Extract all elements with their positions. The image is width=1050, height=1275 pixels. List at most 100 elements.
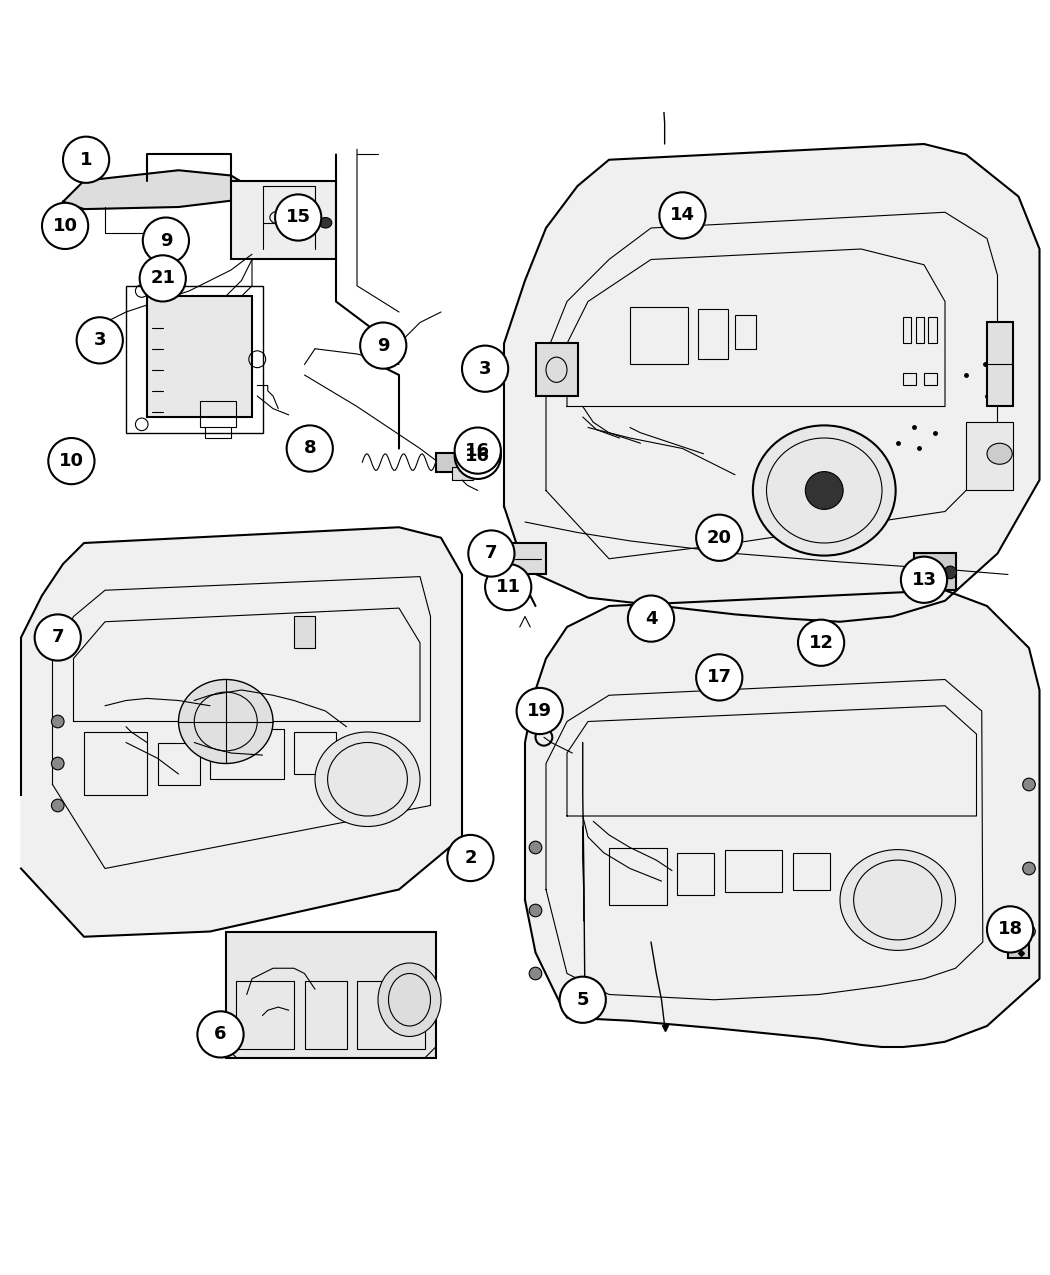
Polygon shape [525,590,1040,1047]
Ellipse shape [529,842,542,854]
Text: 18: 18 [998,921,1023,938]
Text: 17: 17 [707,668,732,686]
Ellipse shape [1023,926,1035,938]
Ellipse shape [315,732,420,826]
Bar [236,980,294,1049]
Circle shape [360,323,406,368]
Ellipse shape [378,963,441,1037]
Circle shape [447,835,494,881]
Bar [698,309,728,360]
Circle shape [197,1011,244,1057]
Circle shape [77,317,123,363]
Ellipse shape [753,426,896,556]
Text: 3: 3 [479,360,491,377]
Circle shape [901,557,947,603]
Polygon shape [63,171,252,209]
Circle shape [798,620,844,666]
Bar [147,296,252,417]
Bar [928,317,937,343]
Bar [735,315,756,349]
Ellipse shape [319,218,332,228]
Text: 13: 13 [911,571,937,589]
Ellipse shape [51,757,64,770]
Bar [903,317,911,343]
Circle shape [628,595,674,641]
Circle shape [455,427,501,474]
Bar [509,543,546,575]
Text: 11: 11 [496,578,521,597]
Ellipse shape [1023,778,1035,790]
Bar [677,853,714,895]
Ellipse shape [1023,862,1035,875]
Text: 9: 9 [160,232,172,250]
Text: 15: 15 [286,209,311,227]
Ellipse shape [529,968,542,979]
Bar [630,307,688,365]
Ellipse shape [178,680,273,764]
Bar [200,402,236,427]
Ellipse shape [840,849,956,950]
Text: 12: 12 [808,634,834,652]
Bar [536,343,578,397]
Circle shape [659,193,706,238]
Circle shape [468,530,514,576]
Text: 3: 3 [93,332,106,349]
Bar [210,729,284,779]
Circle shape [987,907,1033,952]
Bar [84,732,147,796]
Ellipse shape [805,472,843,510]
Circle shape [287,426,333,472]
Polygon shape [21,528,462,937]
Text: 4: 4 [645,609,657,627]
Bar [1008,942,1029,958]
Bar [914,553,956,590]
Bar [966,422,1013,491]
Text: 10: 10 [52,217,78,235]
Bar [916,317,924,343]
Circle shape [485,564,531,611]
Text: 16: 16 [465,441,490,459]
Bar [793,853,830,890]
Text: 9: 9 [377,337,390,354]
Circle shape [696,654,742,700]
Circle shape [42,203,88,249]
Ellipse shape [51,715,64,728]
Text: 19: 19 [527,703,552,720]
Bar [452,468,472,479]
Circle shape [560,977,606,1023]
Circle shape [63,136,109,182]
Bar [609,848,667,905]
Text: 16: 16 [465,446,490,465]
Text: 8: 8 [303,440,316,458]
Bar [903,372,916,385]
Circle shape [517,688,563,734]
Circle shape [143,218,189,264]
Text: 7: 7 [51,629,64,646]
Bar [987,323,1013,407]
Bar [231,181,336,260]
Circle shape [48,439,94,484]
Ellipse shape [529,904,542,917]
Bar [724,849,782,891]
Circle shape [462,346,508,391]
Bar [126,286,262,432]
Text: 2: 2 [464,849,477,867]
Ellipse shape [51,799,64,812]
Bar [436,453,483,472]
Text: 14: 14 [670,207,695,224]
Bar [924,372,937,385]
Bar [158,742,200,784]
Bar [294,617,315,648]
Text: 21: 21 [150,269,175,287]
Text: 1: 1 [80,150,92,168]
Ellipse shape [944,566,957,579]
Text: 5: 5 [576,991,589,1009]
Text: 10: 10 [59,453,84,470]
Circle shape [275,194,321,241]
Circle shape [140,255,186,301]
Text: 20: 20 [707,529,732,547]
Circle shape [35,615,81,660]
Bar [226,932,436,1057]
Bar [294,732,336,774]
Circle shape [696,515,742,561]
